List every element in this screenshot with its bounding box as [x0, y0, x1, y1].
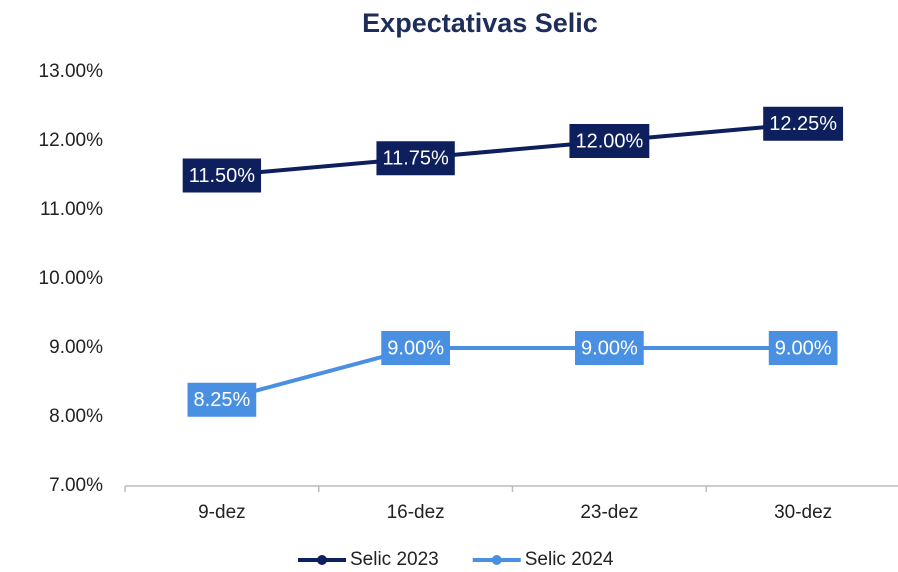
data-label-text: 11.75% [382, 148, 449, 170]
data-label-box [182, 158, 262, 193]
y-tick-label: 7.00% [49, 475, 103, 496]
series-line [221, 121, 804, 178]
y-tick-label: 13.00% [39, 61, 104, 82]
legend-item: Selic 2023 [298, 549, 439, 570]
data-label-box [187, 382, 257, 417]
legend-marker [491, 555, 502, 565]
x-tick-label: 30-dez [774, 502, 832, 523]
data-label-box [569, 124, 650, 158]
y-tick-label: 12.00% [39, 130, 104, 151]
data-label: 12.00% [569, 124, 650, 158]
data-label-text: 9.00% [387, 337, 444, 359]
x-tick-label: 9-dez [198, 502, 246, 523]
data-label-box [768, 331, 838, 365]
data-label-box [376, 141, 455, 176]
y-tick-label: 9.00% [49, 337, 103, 358]
legend-label: Selic 2024 [525, 549, 614, 570]
data-label: 9.00% [768, 331, 838, 365]
data-label-text: 12.25% [769, 113, 837, 135]
data-label-text: 9.00% [775, 337, 832, 359]
data-label: 9.00% [575, 331, 644, 365]
data-label: 9.00% [381, 331, 450, 365]
y-tick-label: 8.00% [49, 406, 103, 427]
chart-title: Expectativas Selic [362, 8, 598, 38]
x-tick-label: 16-dez [387, 502, 445, 523]
data-label: 11.75% [376, 141, 455, 176]
y-tick-label: 11.00% [40, 199, 103, 220]
legend-label: Selic 2023 [350, 549, 439, 570]
data-label-text: 12.00% [575, 130, 643, 152]
data-label: 12.25% [763, 106, 844, 141]
data-label-box [763, 106, 844, 141]
data-label-text: 8.25% [194, 389, 251, 411]
x-tick-label: 23-dez [580, 502, 638, 523]
data-label-text: 9.00% [581, 337, 638, 359]
legend-marker [317, 555, 327, 565]
y-tick-label: 10.00% [39, 268, 104, 289]
data-label-box [381, 331, 450, 365]
data-label: 8.25% [187, 382, 257, 417]
series-line [221, 346, 804, 402]
data-label: 11.50% [182, 158, 262, 193]
data-label-box [575, 331, 644, 365]
legend-item: Selic 2024 [472, 549, 614, 570]
data-label-text: 11.50% [189, 165, 256, 187]
